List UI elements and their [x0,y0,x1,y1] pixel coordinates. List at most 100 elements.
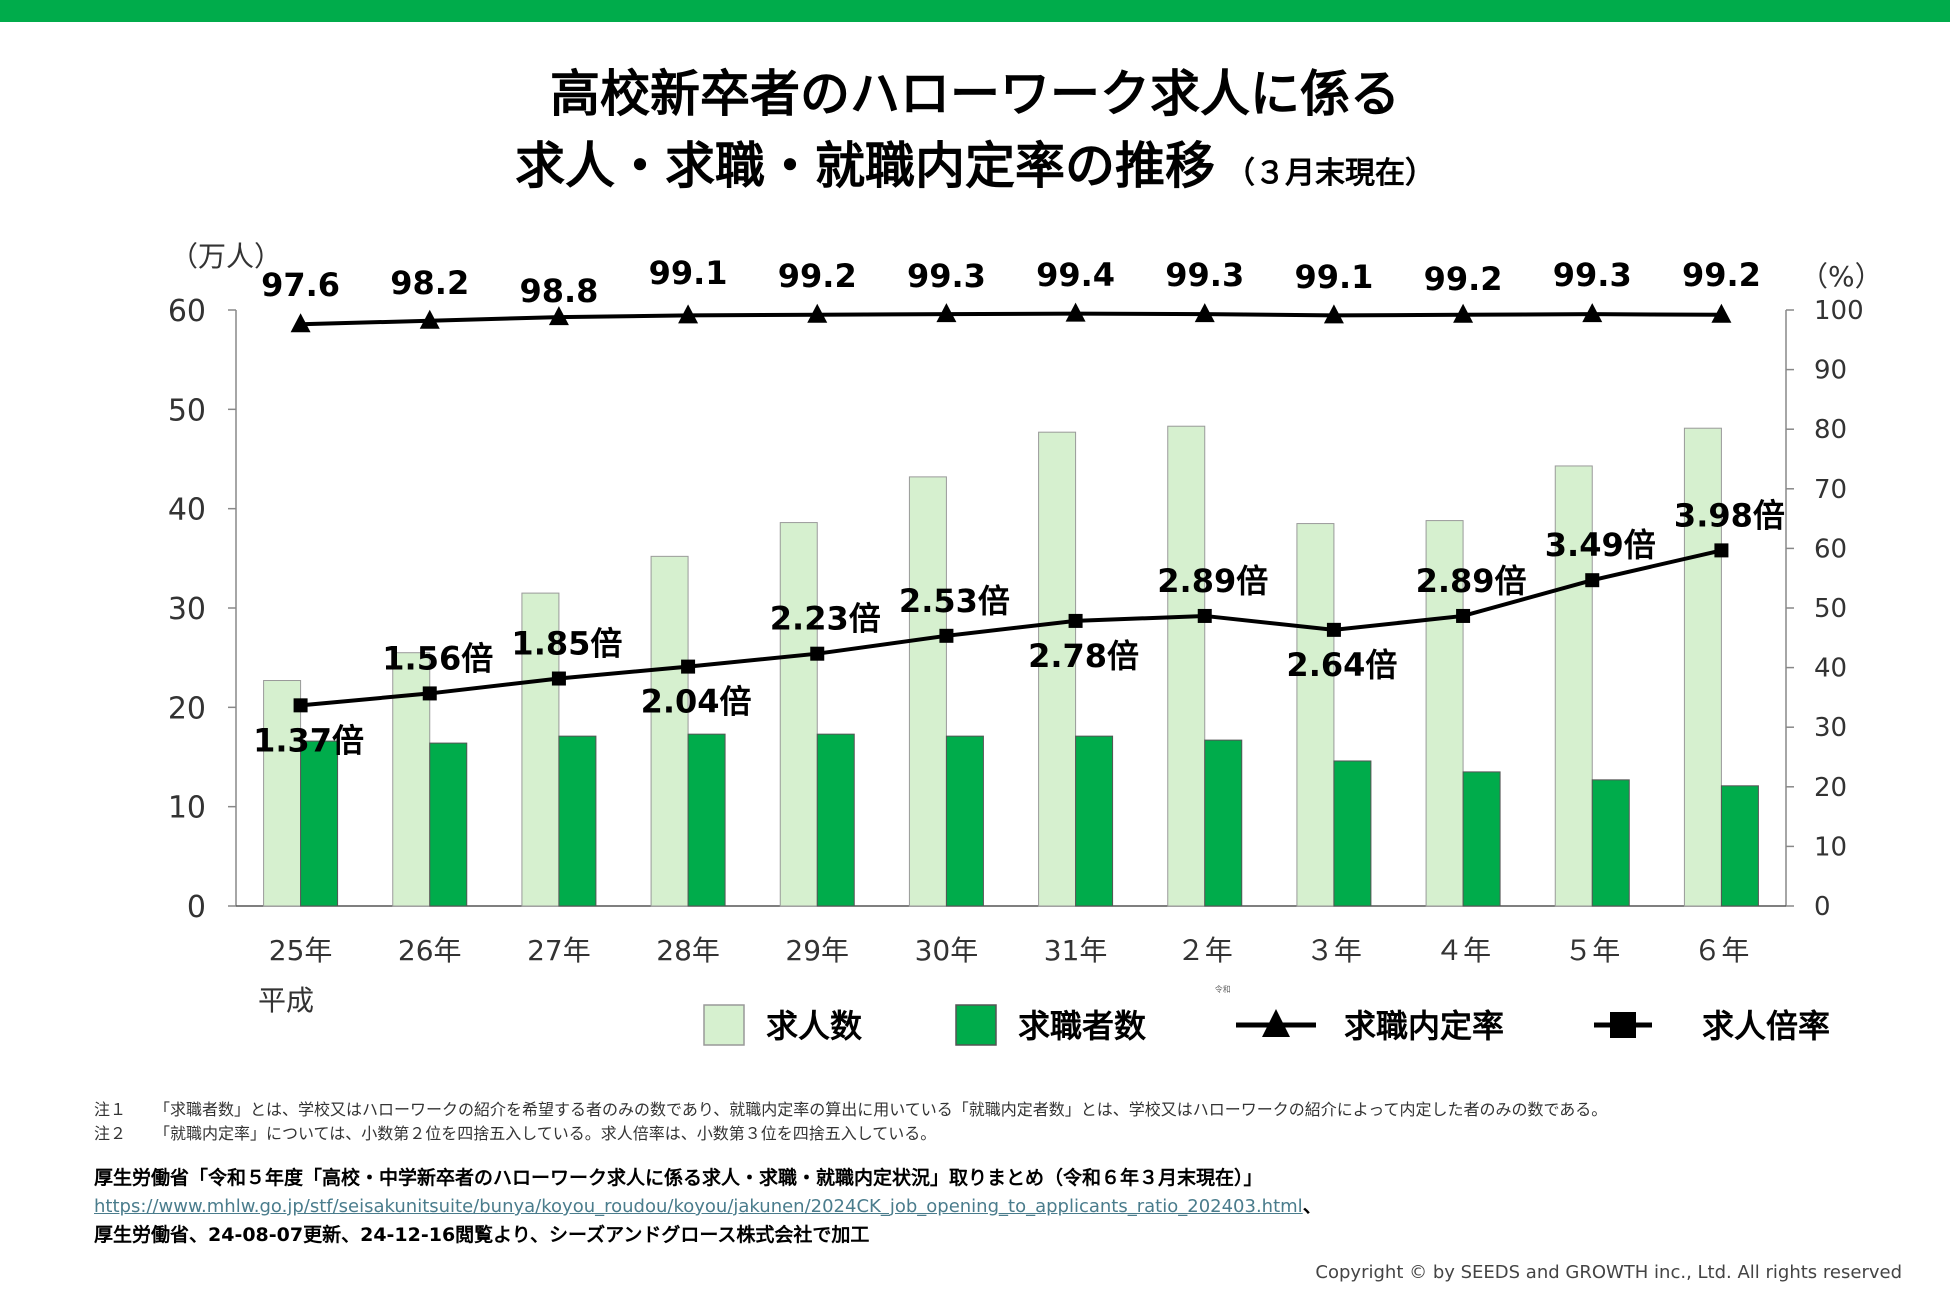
placement-rate-label: 98.8 [519,272,598,310]
right-tick-label: 20 [1814,773,1847,803]
left-tick-label: 20 [168,691,206,726]
bar-job-seekers [1075,735,1114,907]
x-tick-label: ３年 [1306,934,1362,967]
triangle-marker [807,303,828,323]
combo-chart: 0 10 20 30 40 50 60 0 10 20 30 40 50 60 70 80 90 100 （万人） （… [168,240,1883,1046]
triangle-marker [678,304,699,324]
bar-job-seekers [816,733,855,907]
placement-rate-label: 99.2 [1424,260,1503,298]
legend-label-job-openings: 求人数 [766,1007,863,1045]
bar-job-seekers [687,733,726,907]
openings-ratio-label: 3.49倍 [1545,526,1656,564]
x-tick-label: ６年 [1693,934,1749,967]
openings-ratio-label: 1.85倍 [511,625,622,663]
square-marker [1197,608,1212,623]
note-1: 注１ 「求職者数」とは、学校又はハローワークの紹介を希望する者のみの数であり、就職… [94,1098,1607,1122]
x-tick-label: ４年 [1435,934,1491,967]
bar-job-openings [1683,427,1722,907]
x-tick-label: 25年 [269,934,333,967]
square-marker [1326,622,1341,637]
left-tick-label: 60 [168,294,206,329]
openings-ratio-label: 2.64倍 [1286,646,1397,684]
openings-ratio-label: 2.04倍 [641,683,752,721]
right-tick-label: 100 [1814,296,1864,326]
right-tick-label: 70 [1814,475,1847,505]
triangle-marker [936,303,957,323]
openings-ratio-label: 2.23倍 [770,600,881,638]
square-marker [681,659,696,674]
right-tick-label: 80 [1814,415,1847,445]
square-marker [1456,608,1471,623]
right-tick-label: 0 [1814,892,1831,922]
legend-square-icon [1610,1012,1636,1038]
left-tick-label: 0 [187,890,206,925]
x-tick-label: 29年 [785,934,849,967]
right-tick-label: 90 [1814,356,1847,386]
series-line-placement-rate [300,311,1722,327]
source-line1: 厚生労働省「令和５年度「高校・中学新卒者のハローワーク求人に係る求人・求職・就職… [94,1167,1263,1189]
notes: 注１ 「求職者数」とは、学校又はハローワークの紹介を希望する者のみの数であり、就職… [94,1098,1607,1146]
title-line1: 高校新卒者のハローワーク求人に係る [550,65,1400,123]
square-marker [551,671,566,686]
era-label-heisei: 平成 [258,984,314,1017]
bar-job-seekers [1333,760,1372,907]
bar-job-seekers [1591,779,1630,907]
left-tick-label: 40 [168,493,206,528]
x-tick-label: ２年 [1177,934,1233,967]
placement-rate-label: 98.2 [390,264,469,302]
bar-job-openings [779,522,818,907]
right-tick-label: 10 [1814,832,1847,862]
bar-job-openings [650,555,689,907]
x-tick-label: 28年 [656,934,720,967]
placement-rate-label: 97.6 [261,266,340,304]
placement-rate-label: 99.3 [907,257,986,295]
right-axis-unit: （%） [1800,260,1883,293]
square-marker [1585,573,1600,588]
bar-job-openings [1425,520,1464,907]
series-line-openings-ratio [300,548,1722,708]
x-tick-label: 30年 [915,934,979,967]
legend-triangle-icon [1262,1009,1290,1037]
triangle-marker [1323,304,1344,324]
right-tick-label: 60 [1814,534,1847,564]
triangle-marker [1582,303,1603,323]
bar-job-seekers [429,742,468,907]
square-marker [810,646,825,661]
note-2: 注２ 「就職内定率」については、小数第２位を四捨五入している。求人倍率は、小数第３… [94,1122,1607,1146]
openings-ratio-label: 1.37倍 [253,721,364,759]
triangle-marker [419,309,440,329]
openings-ratio-label: 2.53倍 [899,582,1010,620]
bar-job-seekers [558,735,597,907]
placement-rate-label: 99.2 [778,257,857,295]
note-1-text: 「求職者数」とは、学校又はハローワークの紹介を希望する者のみの数であり、就職内定… [154,1100,1608,1119]
openings-ratio-label: 2.78倍 [1028,637,1139,675]
x-tick-label: 27年 [527,934,591,967]
placement-rate-label: 99.1 [1294,258,1373,296]
bar-job-openings [1554,465,1593,907]
bar-job-seekers [1462,771,1501,907]
square-marker [1068,613,1083,628]
bar-job-openings [1038,431,1077,907]
x-tick-label: 26年 [398,934,462,967]
note-1-label: 注１ [94,1100,127,1119]
triangle-marker [1453,303,1474,323]
source-link[interactable]: https://www.mhlw.go.jp/stf/seisakunitsui… [94,1196,1303,1217]
placement-rate-label: 99.3 [1165,256,1244,294]
bar-job-openings [1167,425,1206,907]
legend-label-openings-ratio: 求人倍率 [1702,1007,1830,1045]
legend-swatch-job-openings [703,1004,745,1046]
bar-job-openings [908,476,947,907]
placement-rate-label: 99.2 [1682,256,1761,294]
square-marker [422,686,437,701]
copyright: Copyright © by SEEDS and GROWTH inc., Lt… [1315,1262,1902,1283]
right-tick-label: 40 [1814,654,1847,684]
openings-ratio-label: 1.56倍 [382,639,493,677]
legend-label-job-seekers: 求職者数 [1018,1007,1147,1045]
bar-job-openings [1296,523,1335,907]
top-accent-bar [0,0,1950,22]
left-axis-unit: （万人） [170,240,282,273]
bar-job-openings [263,680,302,907]
left-tick-label: 10 [168,791,206,826]
left-tick-label: 50 [168,393,206,428]
openings-ratio-label: 2.89倍 [1416,562,1527,600]
